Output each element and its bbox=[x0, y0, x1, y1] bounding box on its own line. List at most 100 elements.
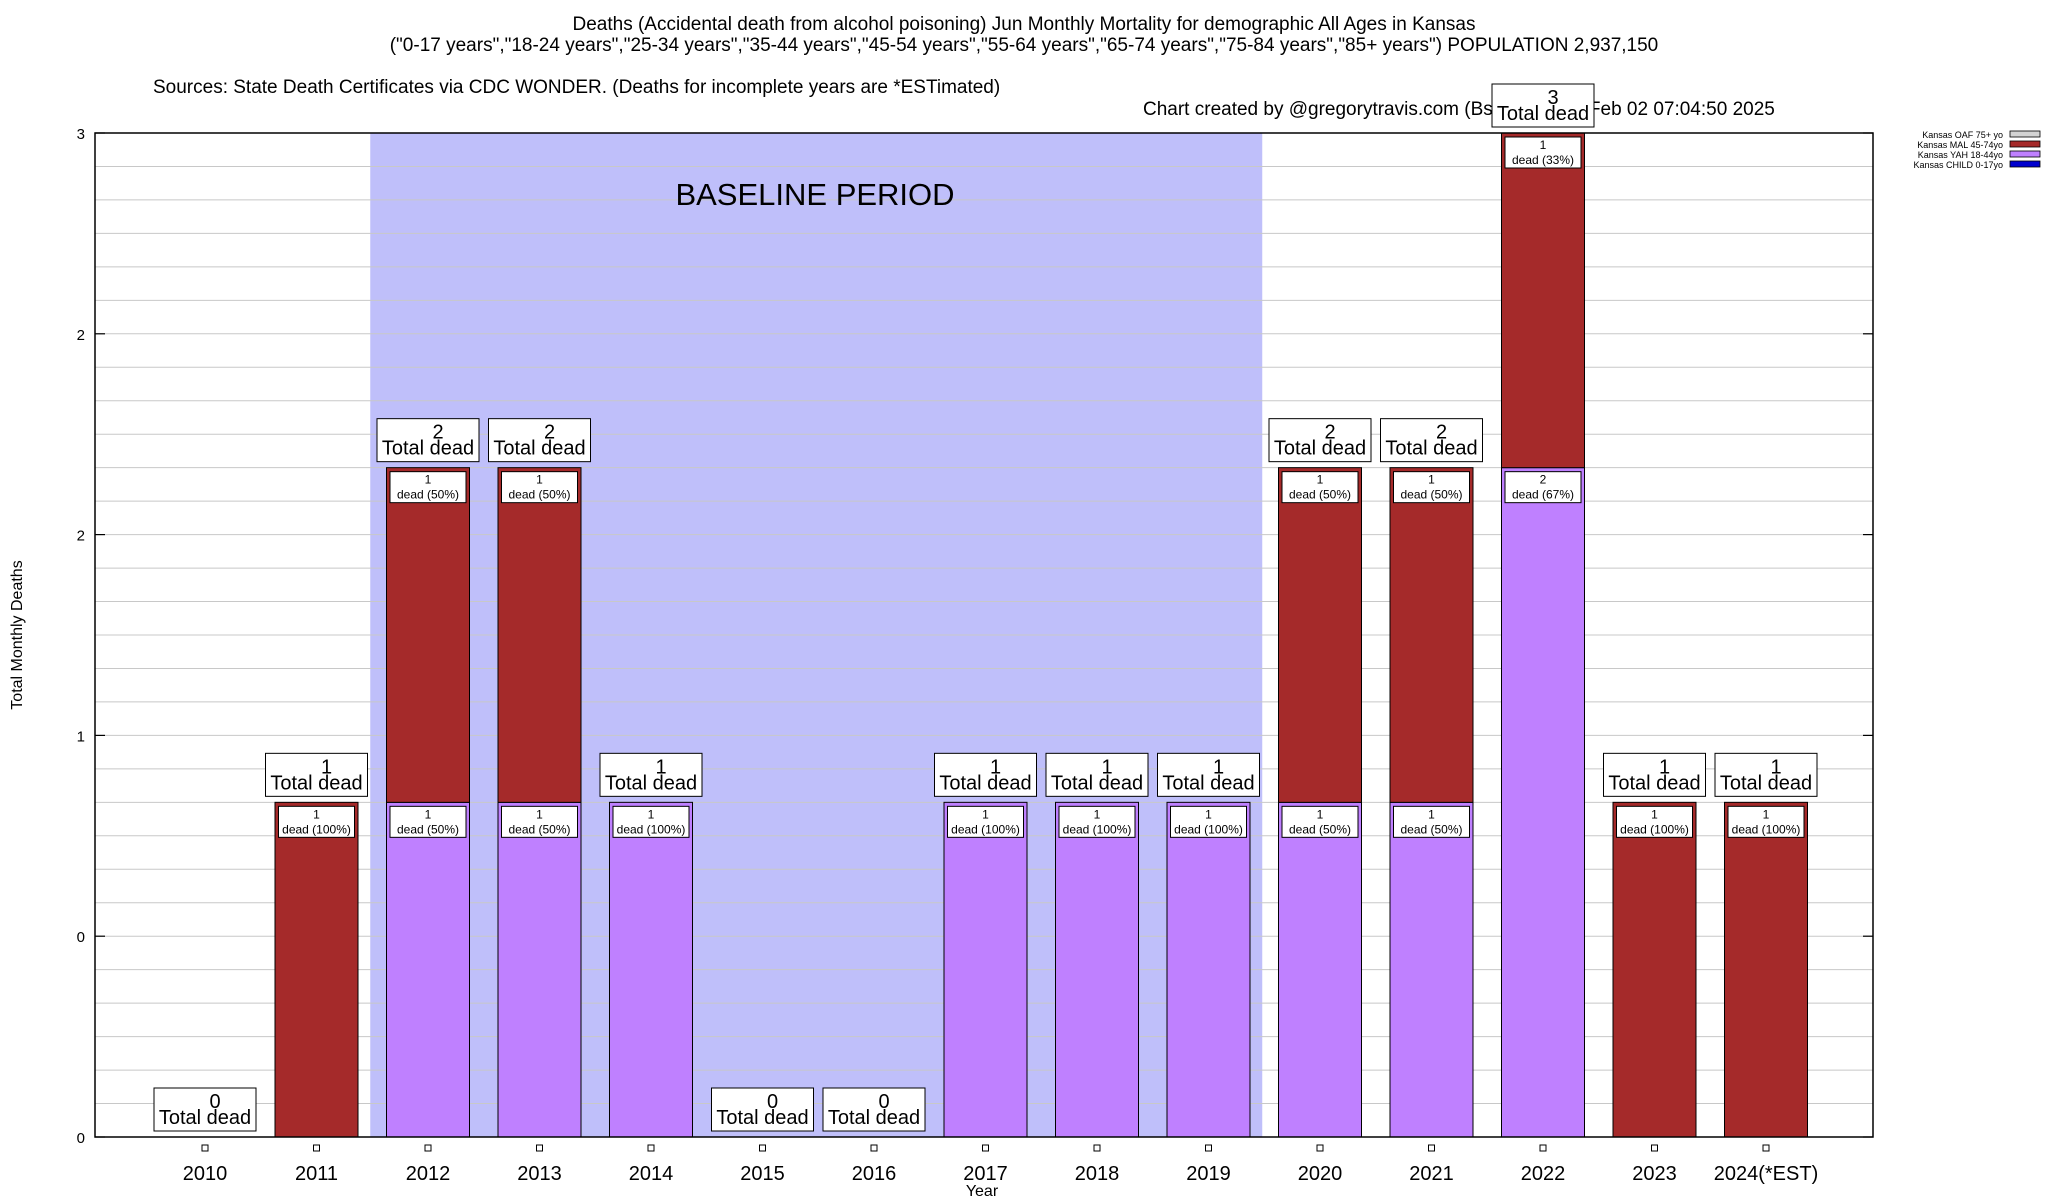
bar-segment bbox=[386, 467, 470, 803]
x-tick-marker bbox=[536, 1144, 543, 1152]
segment-label: dead (50%) bbox=[508, 488, 570, 502]
segment-label: dead (100%) bbox=[1620, 822, 1689, 836]
total-label: Total dead bbox=[382, 438, 474, 460]
x-tick-marker bbox=[759, 1144, 766, 1152]
segment-count: 1 bbox=[1763, 807, 1770, 821]
segment-label-box bbox=[1058, 805, 1136, 838]
bar-segment bbox=[1612, 801, 1697, 1138]
segment-label-box bbox=[501, 805, 578, 838]
total-count: 1 bbox=[1659, 756, 1670, 778]
bar-segment bbox=[1166, 801, 1251, 1138]
total-label-box bbox=[822, 1087, 926, 1132]
segment-count: 1 bbox=[982, 807, 989, 821]
segment-count: 1 bbox=[1540, 138, 1547, 152]
total-label: Total dead bbox=[1720, 772, 1812, 794]
segment-label-box bbox=[1727, 805, 1805, 838]
segment-label-box bbox=[1504, 471, 1582, 504]
total-label: Total dead bbox=[716, 1107, 808, 1129]
segment-label-box bbox=[1170, 805, 1247, 838]
total-label: Total dead bbox=[159, 1107, 251, 1129]
x-tick-marker bbox=[1762, 1144, 1770, 1152]
chart-source-line: Sources: State Death Certificates via CD… bbox=[0, 55, 2048, 121]
total-count: 1 bbox=[321, 756, 332, 778]
y-tick-label: 2 bbox=[77, 327, 85, 344]
total-label-box bbox=[934, 752, 1037, 797]
total-label-box bbox=[1714, 752, 1818, 797]
segment-count: 1 bbox=[1428, 807, 1435, 821]
segment-count: 1 bbox=[1205, 807, 1212, 821]
total-label-box bbox=[376, 418, 480, 463]
segment-label-box bbox=[278, 805, 355, 838]
segment-label-box bbox=[612, 805, 690, 838]
x-tick-label: 2023 bbox=[1632, 1163, 1677, 1185]
total-label: Total dead bbox=[1274, 438, 1366, 460]
x-tick-label: 2016 bbox=[852, 1163, 897, 1185]
x-tick-label: 2013 bbox=[517, 1163, 562, 1185]
x-tick-label: 2014 bbox=[629, 1163, 674, 1185]
segment-count: 1 bbox=[313, 807, 320, 821]
y-tick-label: 0 bbox=[77, 1130, 85, 1147]
segment-count: 1 bbox=[1428, 473, 1435, 487]
total-count: 2 bbox=[1324, 422, 1335, 444]
legend-swatch bbox=[2009, 150, 2041, 158]
x-tick-label: 2020 bbox=[1298, 1163, 1343, 1185]
x-tick-label: 2019 bbox=[1186, 1163, 1231, 1185]
bar-segment bbox=[1389, 467, 1474, 803]
chart-subtitle: ("0-17 years","18-24 years","25-34 years… bbox=[389, 35, 1659, 56]
x-tick-marker bbox=[1651, 1144, 1658, 1152]
x-tick-marker bbox=[870, 1144, 878, 1152]
x-tick-marker bbox=[1539, 1144, 1547, 1152]
total-label-box bbox=[1268, 418, 1372, 463]
legend-entry-label: Kansas CHILD 0-17yo bbox=[1913, 160, 2003, 170]
bar-segment bbox=[1501, 132, 1585, 469]
segment-label: dead (33%) bbox=[1512, 153, 1574, 167]
x-tick-marker bbox=[1093, 1144, 1101, 1152]
x-tick-label: 2024(*EST) bbox=[1714, 1163, 1819, 1185]
total-label: Total dead bbox=[1385, 438, 1477, 460]
segment-label: dead (100%) bbox=[951, 822, 1020, 836]
total-label-box bbox=[1491, 83, 1595, 128]
total-count: 2 bbox=[1436, 422, 1447, 444]
segment-count: 2 bbox=[1540, 473, 1547, 487]
total-label-box bbox=[1045, 752, 1149, 797]
x-tick-marker bbox=[313, 1144, 320, 1152]
segment-count: 1 bbox=[536, 807, 543, 821]
bar-segment bbox=[1389, 801, 1474, 1138]
segment-label-box bbox=[1616, 805, 1693, 838]
total-label: Total dead bbox=[939, 772, 1031, 794]
segment-count: 1 bbox=[1317, 473, 1324, 487]
total-label: Total dead bbox=[605, 772, 697, 794]
x-tick-label: 2010 bbox=[183, 1163, 228, 1185]
segment-label: dead (100%) bbox=[1732, 822, 1801, 836]
total-label: Total dead bbox=[1608, 772, 1700, 794]
y-tick-label: 2 bbox=[77, 528, 85, 545]
y-tick-label: 3 bbox=[77, 126, 85, 143]
total-count: 3 bbox=[1547, 87, 1558, 109]
total-label: Total dead bbox=[828, 1107, 920, 1129]
bar-segment bbox=[943, 801, 1028, 1138]
legend-swatch bbox=[2009, 160, 2041, 168]
total-count: 0 bbox=[209, 1091, 220, 1113]
bar-segment bbox=[1278, 801, 1362, 1138]
legend-entry-label: Kansas YAH 18-44yo bbox=[1918, 150, 2003, 160]
segment-count: 1 bbox=[1651, 807, 1658, 821]
segment-label: dead (100%) bbox=[1063, 822, 1132, 836]
bar-segment bbox=[497, 467, 582, 803]
legend-entry-label: Kansas OAF 75+ yo bbox=[1922, 130, 2003, 140]
segment-count: 1 bbox=[425, 473, 432, 487]
y-tick-label: 1 bbox=[77, 728, 85, 745]
segment-count: 1 bbox=[1317, 807, 1324, 821]
segment-label: dead (50%) bbox=[1400, 822, 1462, 836]
segment-label-box bbox=[1281, 805, 1359, 838]
bars-layer bbox=[274, 132, 1808, 1138]
bar-segment bbox=[274, 801, 359, 1138]
segment-label-box bbox=[1393, 471, 1470, 504]
x-tick-marker bbox=[647, 1144, 655, 1152]
baseline-period-label: BASELINE PERIOD bbox=[675, 177, 954, 212]
total-label: Total dead bbox=[493, 438, 585, 460]
x-tick-marker bbox=[424, 1144, 432, 1152]
legend-entry-label: Kansas MAL 45-74yo bbox=[1917, 140, 2003, 150]
bar-segment bbox=[497, 801, 582, 1138]
total-label-box bbox=[1157, 752, 1260, 797]
